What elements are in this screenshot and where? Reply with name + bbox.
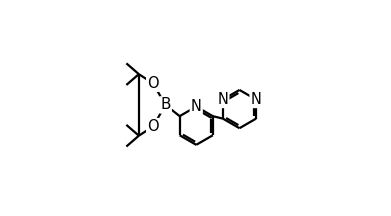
Text: N: N — [191, 99, 202, 114]
Text: O: O — [147, 76, 159, 91]
Text: N: N — [217, 92, 228, 107]
Text: O: O — [147, 119, 159, 134]
Text: N: N — [251, 92, 262, 107]
Text: B: B — [160, 97, 171, 112]
